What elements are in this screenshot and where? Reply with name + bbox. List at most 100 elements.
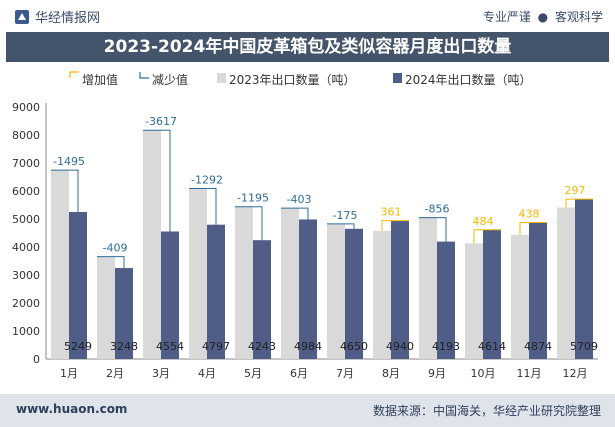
decrease-bracket [51, 169, 79, 213]
y-tick-label: 8000 [12, 129, 40, 142]
slogan: 专业严谨 ● 客观科学 [483, 8, 603, 25]
x-tick-label: 10月 [471, 367, 496, 380]
increase-bracket [519, 222, 547, 235]
bar-2024 [437, 241, 455, 359]
y-tick-label: 7000 [12, 157, 40, 170]
slogan-left: 专业严谨 [482, 10, 531, 24]
change-label: 438 [519, 208, 540, 221]
bar-2023 [419, 217, 437, 359]
y-tick-label: 0 [33, 353, 40, 366]
dot-separator-icon: ● [537, 10, 549, 24]
bar-2024 [529, 222, 547, 359]
decrease-bracket [235, 206, 263, 241]
change-label: -409 [103, 242, 128, 255]
legend-increase-label: 增加值 [82, 72, 118, 87]
legend-2024-swatch [393, 73, 402, 83]
x-tick-label: 9月 [428, 367, 446, 380]
x-tick-label: 2月 [106, 367, 124, 380]
bar-2024 [161, 231, 179, 359]
legend-2024-label: 2024年出口数量（吨） [405, 72, 532, 87]
bar-2023 [189, 188, 207, 359]
value-label-2024: 4193 [432, 340, 460, 353]
y-tick-label: 6000 [12, 185, 40, 198]
y-tick-label: 4000 [12, 241, 40, 254]
increase-bracket [565, 198, 593, 208]
x-tick-label: 5月 [244, 367, 262, 380]
x-tick-label: 6月 [290, 367, 308, 380]
x-tick-label: 12月 [563, 367, 588, 380]
bar-2023 [97, 256, 115, 359]
value-label-2024: 4874 [524, 340, 552, 353]
change-label: -403 [287, 193, 312, 206]
decrease-bracket [327, 223, 355, 229]
title-bar: 2023-2024年中国皮革箱包及类似容器月度出口数量 [6, 32, 609, 62]
decrease-bracket [97, 256, 125, 269]
brand: 华经情报网 [14, 7, 100, 26]
bar-2024 [207, 224, 225, 359]
y-tick-label: 1000 [12, 325, 40, 338]
y-tick-label: 9000 [12, 101, 40, 114]
increase-bracket [381, 220, 409, 231]
brand-name: 华经情报网 [35, 11, 101, 26]
legend-decrease-label: 减少值 [152, 72, 188, 87]
change-label: -1195 [237, 192, 269, 205]
value-label-2024: 3248 [110, 340, 138, 353]
bar-2024 [391, 220, 409, 359]
value-label-2024: 5249 [64, 340, 92, 353]
decrease-bracket [281, 207, 309, 220]
decrease-bracket [143, 129, 171, 232]
bar-2024 [575, 199, 593, 359]
chart: 0 1000 2000 3000 4000 5000 6000 7000 8000 9000 -14… [12, 71, 598, 380]
bar-2023 [511, 234, 529, 359]
footer-bar: www.huaon.com 数据来源：中国海关，华经产业研究院整理 [0, 394, 615, 427]
x-tick-label: 11月 [517, 367, 542, 380]
increase-bracket [473, 229, 501, 244]
x-tick-label: 8月 [382, 367, 400, 380]
value-label-2024: 4243 [248, 340, 276, 353]
bar-2024 [115, 268, 133, 359]
y-tick-label: 3000 [12, 269, 40, 282]
bar-2024 [253, 240, 271, 359]
decrease-bracket [419, 217, 447, 242]
value-label-2024: 4940 [386, 340, 414, 353]
value-label-2024: 4650 [340, 340, 368, 353]
change-label: -1292 [191, 174, 223, 187]
y-tick-label: 5000 [12, 213, 40, 226]
value-label-2024: 4984 [294, 340, 322, 353]
value-label-2024: 5709 [570, 340, 598, 353]
change-label: 484 [473, 215, 494, 228]
legend-increase-icon [69, 71, 79, 78]
bar-2023 [327, 223, 345, 359]
bar-2024 [345, 228, 363, 359]
bar-2023 [51, 170, 69, 359]
change-label: -175 [333, 209, 358, 222]
bar-2024 [483, 229, 501, 359]
slogan-right: 客观科学 [554, 10, 603, 24]
bar-2023 [373, 230, 391, 359]
x-tick-label: 3月 [152, 367, 170, 380]
bar-2023 [557, 207, 575, 359]
bar-2024 [299, 219, 317, 359]
bar-2023 [281, 208, 299, 359]
chart-title: 2023-2024年中国皮革箱包及类似容器月度出口数量 [103, 37, 512, 57]
y-tick-label: 2000 [12, 297, 40, 310]
value-label-2024: 4554 [156, 340, 184, 353]
decrease-bracket [189, 188, 217, 225]
change-label: -1495 [53, 155, 85, 168]
change-label: -3617 [145, 115, 177, 128]
top-bar: 华经情报网 专业严谨 ● 客观科学 [0, 0, 615, 32]
legend-decrease-icon [139, 72, 149, 79]
change-label: 297 [565, 184, 586, 197]
legend-2023-swatch [217, 73, 226, 83]
change-label: 361 [381, 206, 402, 219]
x-tick-label: 1月 [60, 367, 78, 380]
value-label-2024: 4797 [202, 340, 230, 353]
x-tick-label: 7月 [336, 367, 354, 380]
footer-source: 数据来源：中国海关，华经产业研究院整理 [372, 404, 601, 418]
bar-2023 [465, 243, 483, 359]
footer-site: www.huaon.com [16, 402, 128, 416]
bar-2023 [143, 130, 161, 359]
bar-2024 [69, 212, 87, 359]
bar-2023 [235, 206, 253, 359]
legend-2023-label: 2023年出口数量（吨） [229, 72, 356, 87]
